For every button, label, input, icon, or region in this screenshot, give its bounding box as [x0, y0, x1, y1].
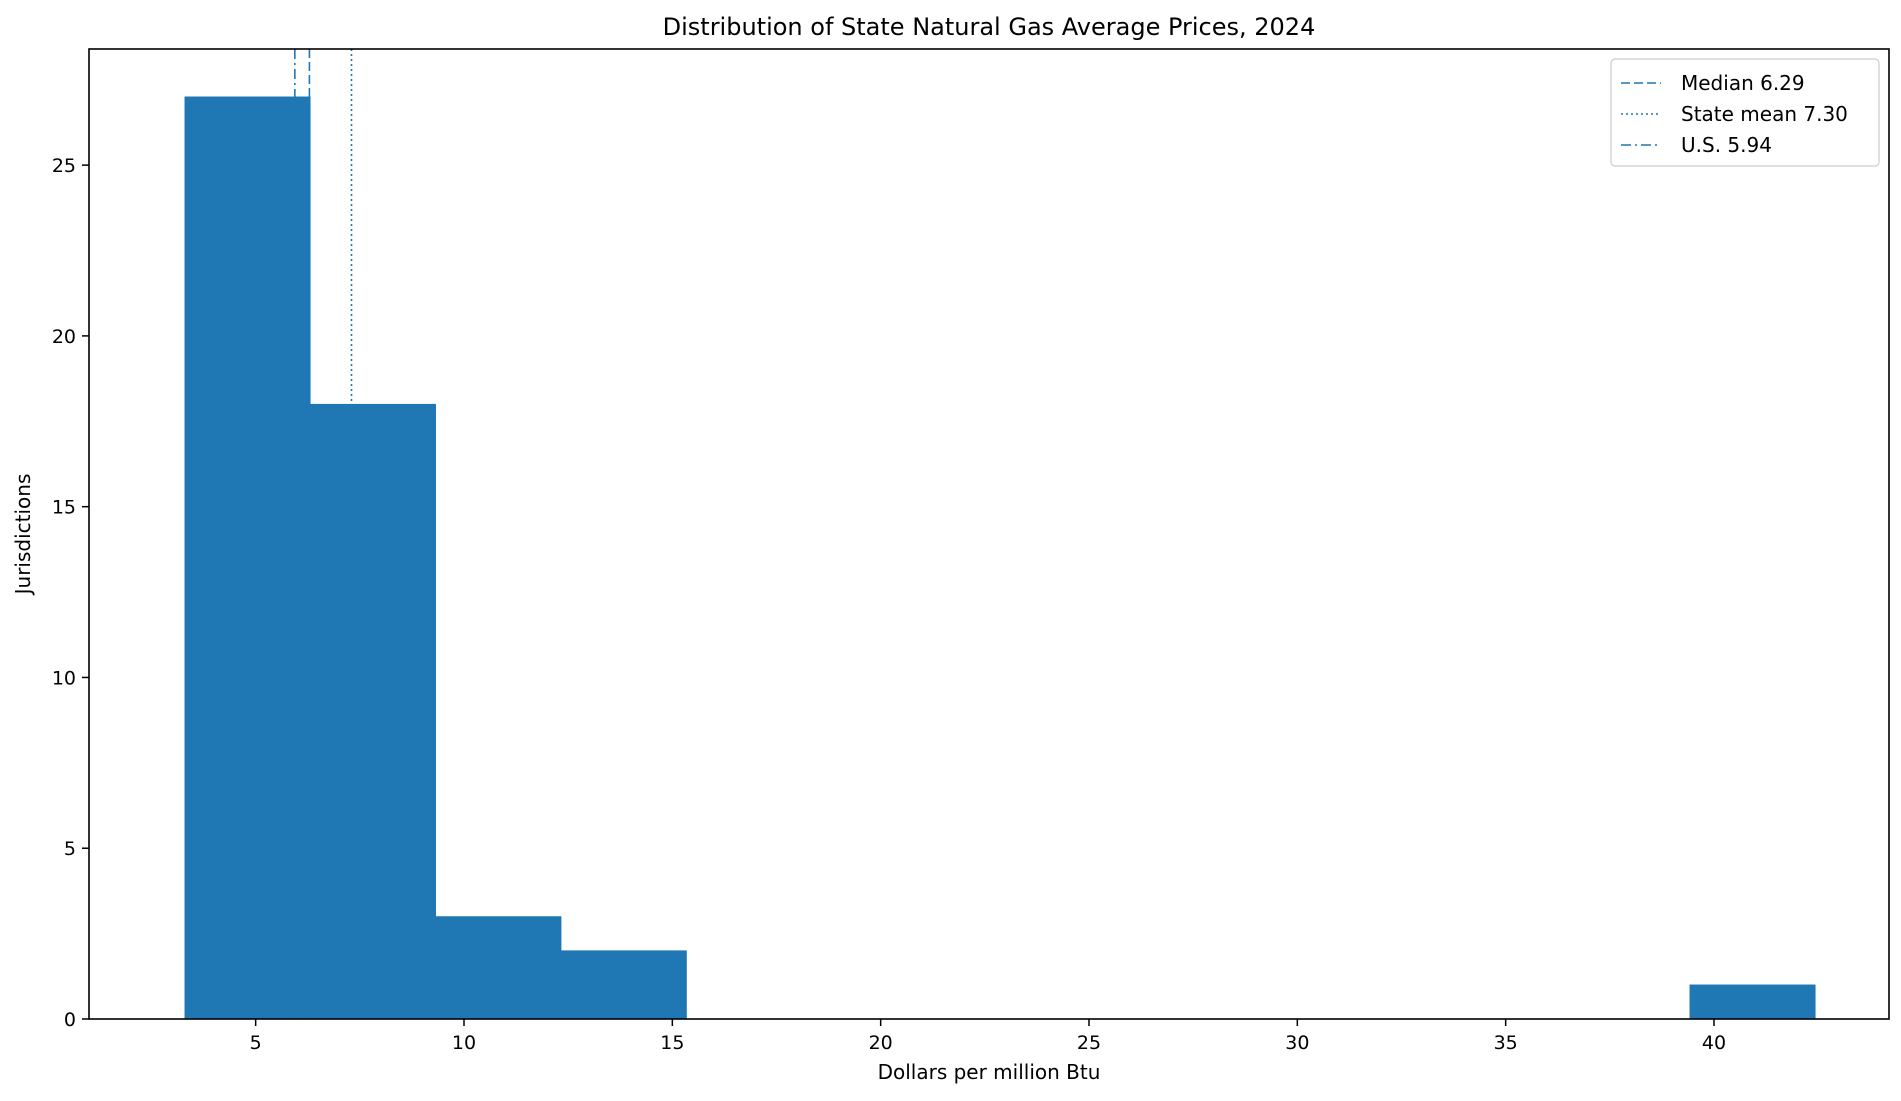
- legend-box: [1610, 58, 1880, 167]
- y-axis-ticks: 0 5 10 15 20 25: [52, 155, 89, 1031]
- y-tick-label: 5: [64, 838, 76, 860]
- x-tick-label: 25: [1077, 1032, 1101, 1054]
- legend: Median 6.29 State mean 7.30 U.S. 5.94: [1610, 58, 1880, 167]
- chart-title: Distribution of State Natural Gas Averag…: [663, 13, 1316, 41]
- histogram-bar: [184, 96, 311, 1020]
- x-axis-ticks: 5 10 15 20 25 30 35 40: [250, 1019, 1726, 1054]
- histogram-bar: [435, 916, 562, 1020]
- reference-lines-layer: [294, 49, 353, 1019]
- x-tick-label: 10: [452, 1032, 476, 1054]
- legend-item-label: U.S. 5.94: [1681, 133, 1772, 157]
- histogram-bar: [309, 403, 436, 1020]
- y-tick-label: 15: [52, 497, 76, 519]
- y-tick-label: 25: [52, 155, 76, 177]
- x-tick-label: 20: [869, 1032, 893, 1054]
- x-tick-label: 40: [1702, 1032, 1726, 1054]
- x-tick-label: 30: [1285, 1032, 1309, 1054]
- histogram-bar: [1689, 984, 1816, 1020]
- histogram-bar: [560, 950, 687, 1020]
- y-axis-label: Jurisdictions: [11, 474, 35, 597]
- x-tick-label: 35: [1494, 1032, 1518, 1054]
- y-tick-label: 10: [52, 667, 76, 689]
- x-tick-label: 15: [660, 1032, 684, 1054]
- x-tick-label: 5: [250, 1032, 262, 1054]
- plot-frame: [88, 48, 1890, 1020]
- bars-layer: [184, 96, 1816, 1020]
- y-tick-label: 0: [64, 1009, 76, 1031]
- x-axis-label: Dollars per million Btu: [878, 1060, 1101, 1084]
- legend-item-label: State mean 7.30: [1681, 102, 1848, 126]
- y-tick-label: 20: [52, 326, 76, 348]
- legend-item-label: Median 6.29: [1681, 71, 1805, 95]
